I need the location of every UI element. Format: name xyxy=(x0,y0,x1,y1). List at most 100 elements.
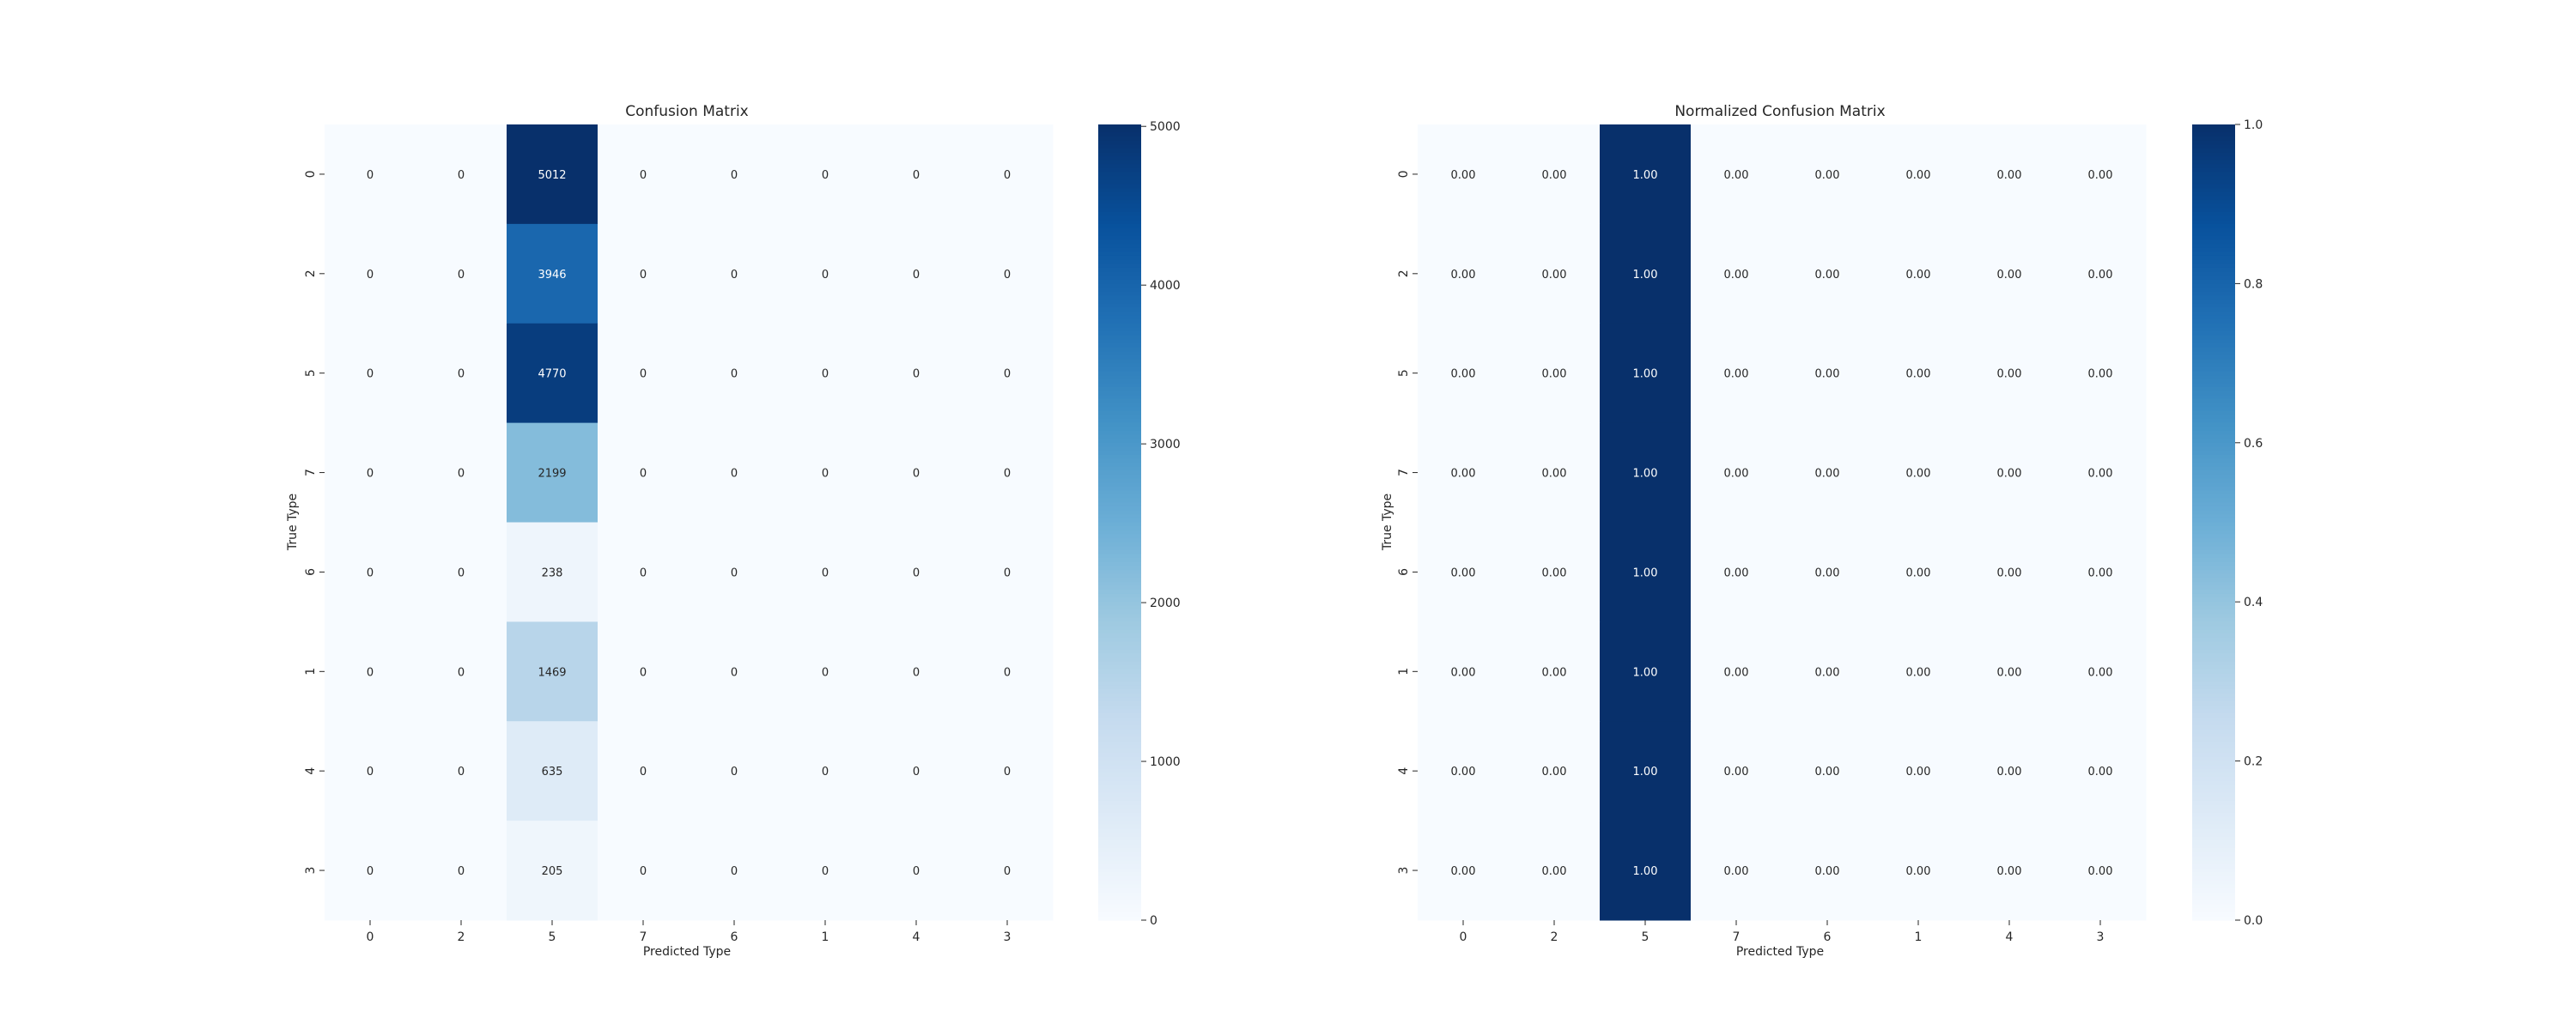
y-tick-labels: 0 2 5 7 6 1 4 3 xyxy=(304,170,325,875)
colorbar-segment xyxy=(1098,255,1141,261)
heatmap-cell xyxy=(1418,323,1510,424)
colorbar-tick-label: 0.8 xyxy=(2244,277,2263,291)
colorbar-segment xyxy=(1098,542,1141,547)
colorbar-segment xyxy=(1098,208,1141,213)
colorbar-segment xyxy=(1098,892,1141,897)
y-tick-label: 4 xyxy=(1397,767,1411,775)
heatmap-cell xyxy=(780,223,872,324)
colorbar-segment xyxy=(1098,232,1141,237)
colorbar-segment xyxy=(2192,609,2235,615)
colorbar-segment xyxy=(1098,816,1141,821)
colorbar-segment xyxy=(1098,844,1141,850)
colorbar-segment xyxy=(2192,697,2235,702)
heatmap-cell xyxy=(2055,721,2147,821)
cell-value-label: 0.00 xyxy=(1906,269,1931,282)
colorbar-segment xyxy=(2192,724,2235,730)
heatmap-cell xyxy=(871,821,963,921)
colorbar-segment xyxy=(1098,908,1141,913)
colorbar-segment xyxy=(2192,605,2235,611)
colorbar-tick-label: 4000 xyxy=(1150,279,1181,293)
colorbar-segment xyxy=(2192,880,2235,885)
colorbar-segment xyxy=(2192,351,2235,356)
colorbar-segment xyxy=(1098,701,1141,706)
colorbar-segment xyxy=(2192,239,2235,245)
colorbar-segment xyxy=(2192,474,2235,480)
x-tick-label: 5 xyxy=(1642,930,1649,944)
colorbar-segment xyxy=(2192,681,2235,687)
x-axis-label: Predicted Type xyxy=(643,945,731,959)
y-tick-label: 6 xyxy=(1397,568,1411,576)
colorbar-segment xyxy=(2192,498,2235,503)
cell-value-label: 0 xyxy=(731,566,738,579)
colorbar-segment xyxy=(2192,637,2235,643)
colorbar-segment xyxy=(1098,439,1141,444)
heatmap-cell xyxy=(1782,223,1874,324)
colorbar-segment xyxy=(1098,510,1141,515)
colorbar-segment xyxy=(1098,657,1141,663)
colorbar-segment xyxy=(2192,339,2235,344)
colorbar-segment xyxy=(2192,232,2235,237)
colorbar-segment xyxy=(1098,629,1141,634)
heatmap-cell xyxy=(689,223,781,324)
cell-value-label: 0 xyxy=(822,766,829,779)
colorbar-segment xyxy=(2192,765,2235,770)
cell-value-label: 0.00 xyxy=(1906,865,1931,878)
colorbar-segment xyxy=(1098,733,1141,738)
colorbar-segment xyxy=(2192,264,2235,269)
cell-value-label: 0.00 xyxy=(2088,368,2113,381)
heatmap-cell xyxy=(598,223,690,324)
colorbar-segment xyxy=(2192,792,2235,797)
cell-value-label: 0.00 xyxy=(1906,666,1931,679)
heatmap-cell xyxy=(1691,821,1783,921)
cell-value-label: 0 xyxy=(367,566,374,579)
colorbar-segment xyxy=(2192,276,2235,281)
x-tick-label: 2 xyxy=(1551,930,1558,944)
colorbar-segment xyxy=(1098,331,1141,336)
heatmap-cell xyxy=(1964,522,2056,622)
cell-value-label: 0.00 xyxy=(1724,766,1749,779)
colorbar-segment xyxy=(2192,809,2235,814)
colorbar-segment xyxy=(1098,633,1141,639)
heatmap-cell xyxy=(507,223,598,324)
colorbar-segment xyxy=(1098,354,1141,360)
heatmap-cell xyxy=(689,323,781,424)
cell-value-label: 1469 xyxy=(538,666,566,679)
colorbar-segment xyxy=(1098,490,1141,495)
colorbar-segment xyxy=(1098,721,1141,726)
colorbar-segment xyxy=(2192,354,2235,360)
colorbar-segment xyxy=(2192,542,2235,547)
colorbar-segment xyxy=(1098,852,1141,857)
colorbar-segment xyxy=(2192,196,2235,201)
cell-value-label: 205 xyxy=(542,865,563,878)
colorbar-segment xyxy=(2192,661,2235,666)
colorbar-segment xyxy=(2192,203,2235,209)
heatmap-cell xyxy=(1600,821,1692,921)
heatmap-cell xyxy=(507,621,598,722)
colorbar-segment xyxy=(2192,140,2235,145)
cell-value-label: 0.00 xyxy=(1724,269,1749,282)
colorbar-segment xyxy=(1098,558,1141,563)
cell-value-label: 0 xyxy=(1004,368,1011,381)
cell-value-label: 0.00 xyxy=(1542,566,1567,579)
colorbar-segment xyxy=(2192,852,2235,857)
colorbar-segment xyxy=(2192,649,2235,655)
heatmap-cell xyxy=(416,522,507,622)
cell-value-label: 0.00 xyxy=(1724,468,1749,481)
colorbar-segment xyxy=(1098,797,1141,802)
colorbar-segment xyxy=(2192,367,2235,372)
heatmap-cell xyxy=(1600,422,1692,523)
cell-value-label: 0.00 xyxy=(1997,666,2022,679)
colorbar-segment xyxy=(2192,824,2235,829)
cell-value-label: 1.00 xyxy=(1633,368,1658,381)
colorbar-segment xyxy=(2192,132,2235,137)
cell-value-label: 4770 xyxy=(538,368,566,381)
cell-value-label: 0.00 xyxy=(1997,566,2022,579)
colorbar-segment xyxy=(2192,653,2235,658)
heatmap-cell xyxy=(2055,323,2147,424)
heatmap-cell xyxy=(689,522,781,622)
colorbar-segment xyxy=(2192,502,2235,507)
cell-value-label: 0 xyxy=(913,766,920,779)
cell-value-label: 0.00 xyxy=(1542,169,1567,182)
colorbar-segment xyxy=(1098,546,1141,551)
